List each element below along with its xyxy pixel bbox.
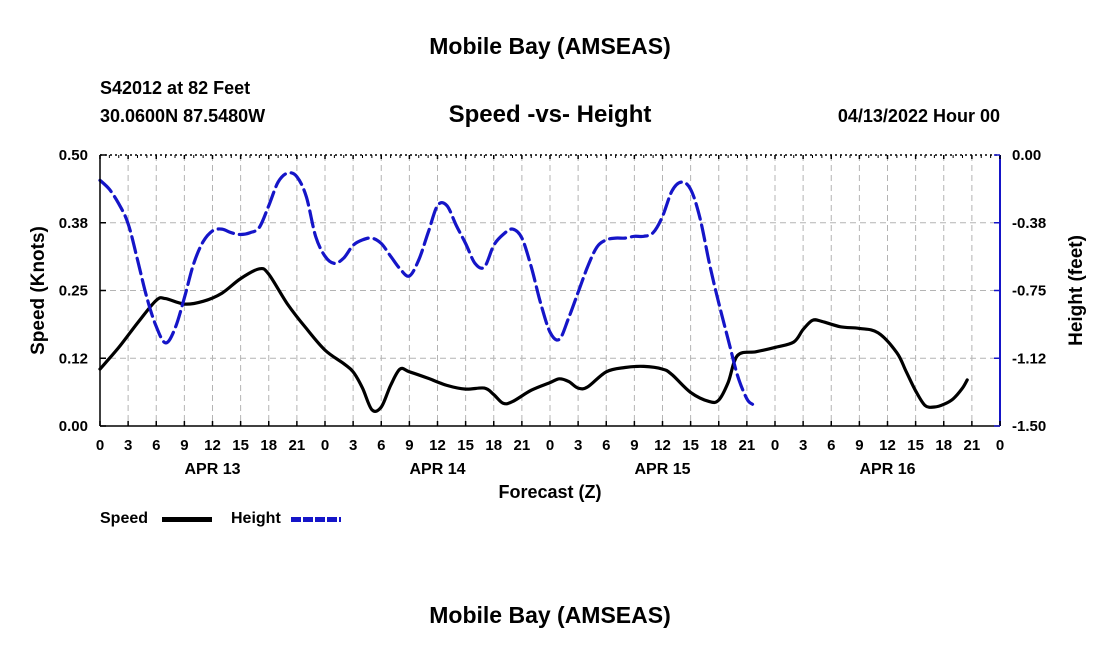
day-label: APR 14 xyxy=(409,461,465,478)
y-tick-label-left: 0.50 xyxy=(59,147,88,164)
x-tick-label: 0 xyxy=(771,437,779,454)
series-line-height xyxy=(98,171,755,406)
x-tick-label: 0 xyxy=(996,437,1004,454)
day-label: APR 13 xyxy=(184,461,240,478)
x-tick-label: 12 xyxy=(654,437,671,454)
x-tick-label: 3 xyxy=(574,437,582,454)
x-tick-label: 0 xyxy=(96,437,104,454)
x-tick-label: 6 xyxy=(152,437,160,454)
x-tick-label: 18 xyxy=(710,437,727,454)
legend-height-label: Height xyxy=(231,510,281,527)
x-tick-label: 21 xyxy=(964,437,981,454)
day-label: APR 15 xyxy=(634,461,690,478)
x-tick-label: 0 xyxy=(321,437,329,454)
x-tick-label: 9 xyxy=(855,437,863,454)
x-tick-label: 3 xyxy=(124,437,132,454)
page-title-repeat: Mobile Bay (AMSEAS) xyxy=(429,602,671,628)
x-axis-label: Forecast (Z) xyxy=(498,482,602,502)
chart-title: Speed -vs- Height xyxy=(448,101,652,128)
x-tick-label: 21 xyxy=(739,437,756,454)
x-tick-label: 21 xyxy=(514,437,531,454)
legend-speed-swatch xyxy=(162,517,212,522)
x-tick-label: 6 xyxy=(827,437,835,454)
y-axis-label-left: Speed (Knots) xyxy=(28,226,49,355)
x-tick-label: 9 xyxy=(630,437,638,454)
x-tick-label: 9 xyxy=(180,437,188,454)
x-tick-label: 15 xyxy=(457,437,474,454)
x-tick-label: 12 xyxy=(429,437,446,454)
x-tick-label: 21 xyxy=(289,437,306,454)
x-tick-label: 6 xyxy=(602,437,610,454)
x-tick-label: 0 xyxy=(546,437,554,454)
x-tick-label: 6 xyxy=(377,437,385,454)
x-tick-label: 3 xyxy=(799,437,807,454)
x-tick-label: 18 xyxy=(935,437,952,454)
page-title: Mobile Bay (AMSEAS) xyxy=(429,33,671,59)
x-tick-label: 18 xyxy=(485,437,502,454)
y-tick-label-right: -0.38 xyxy=(1012,215,1046,232)
coordinates-label: 30.0600N 87.5480W xyxy=(100,106,266,126)
y-tick-label-right: -0.75 xyxy=(1012,283,1046,300)
x-tick-label: 12 xyxy=(204,437,221,454)
y-tick-label-right: 0.00 xyxy=(1012,147,1041,164)
station-label: S42012 at 82 Feet xyxy=(100,78,251,98)
x-tick-label: 12 xyxy=(879,437,896,454)
day-label: APR 16 xyxy=(859,461,915,478)
legend-height-swatch xyxy=(291,517,341,522)
x-tick-label: 15 xyxy=(907,437,924,454)
legend-speed-label: Speed xyxy=(100,510,149,527)
y-axis-label-right: Height (feet) xyxy=(1066,235,1087,346)
y-tick-label-left: 0.38 xyxy=(59,215,88,232)
x-tick-label: 15 xyxy=(682,437,699,454)
y-tick-label-right: -1.50 xyxy=(1012,418,1046,435)
y-tick-label-left: 0.12 xyxy=(59,350,88,367)
y-tick-label-left: 0.00 xyxy=(59,418,88,435)
x-tick-label: 15 xyxy=(232,437,249,454)
y-tick-label-left: 0.25 xyxy=(59,283,88,300)
y-tick-label-right: -1.12 xyxy=(1012,350,1046,367)
x-tick-label: 3 xyxy=(349,437,357,454)
series-line-speed xyxy=(98,266,969,413)
x-tick-label: 9 xyxy=(405,437,413,454)
x-tick-label: 18 xyxy=(260,437,277,454)
datetime-label: 04/13/2022 Hour 00 xyxy=(837,106,1000,126)
